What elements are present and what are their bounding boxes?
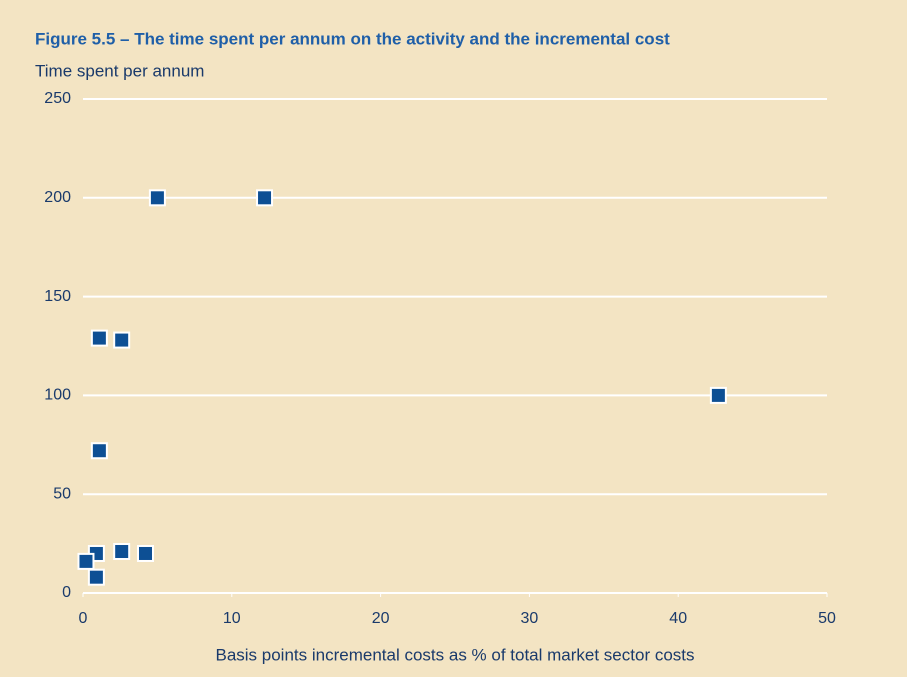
scatter-point: [148, 189, 166, 207]
chart-title: Figure 5.5 – The time spent per annum on…: [35, 29, 670, 48]
y-tick-label: 0: [62, 584, 71, 601]
scatter-point: [136, 544, 154, 562]
scatter-point: [113, 331, 131, 349]
scatter-point: [77, 552, 95, 570]
y-tick-label: 150: [44, 288, 71, 305]
x-tick-label: 40: [669, 610, 687, 627]
y-tick-label: 100: [44, 387, 71, 404]
x-tick-label: 50: [818, 610, 836, 627]
scatter-point: [90, 442, 108, 460]
x-tick-label: 30: [521, 610, 539, 627]
x-axis-label: Basis points incremental costs as % of t…: [215, 645, 694, 664]
x-tick-label: 20: [372, 610, 390, 627]
scatter-point: [256, 189, 274, 207]
scatter-point: [113, 543, 131, 561]
y-tick-label: 250: [44, 90, 71, 107]
x-tick-label: 10: [223, 610, 241, 627]
y-tick-label: 200: [44, 189, 71, 206]
y-tick-label: 50: [53, 485, 71, 502]
scatter-point: [87, 568, 105, 586]
x-tick-label: 0: [79, 610, 88, 627]
scatter-point: [90, 329, 108, 347]
scatter-point: [709, 386, 727, 404]
y-axis-label: Time spent per annum: [35, 61, 204, 80]
